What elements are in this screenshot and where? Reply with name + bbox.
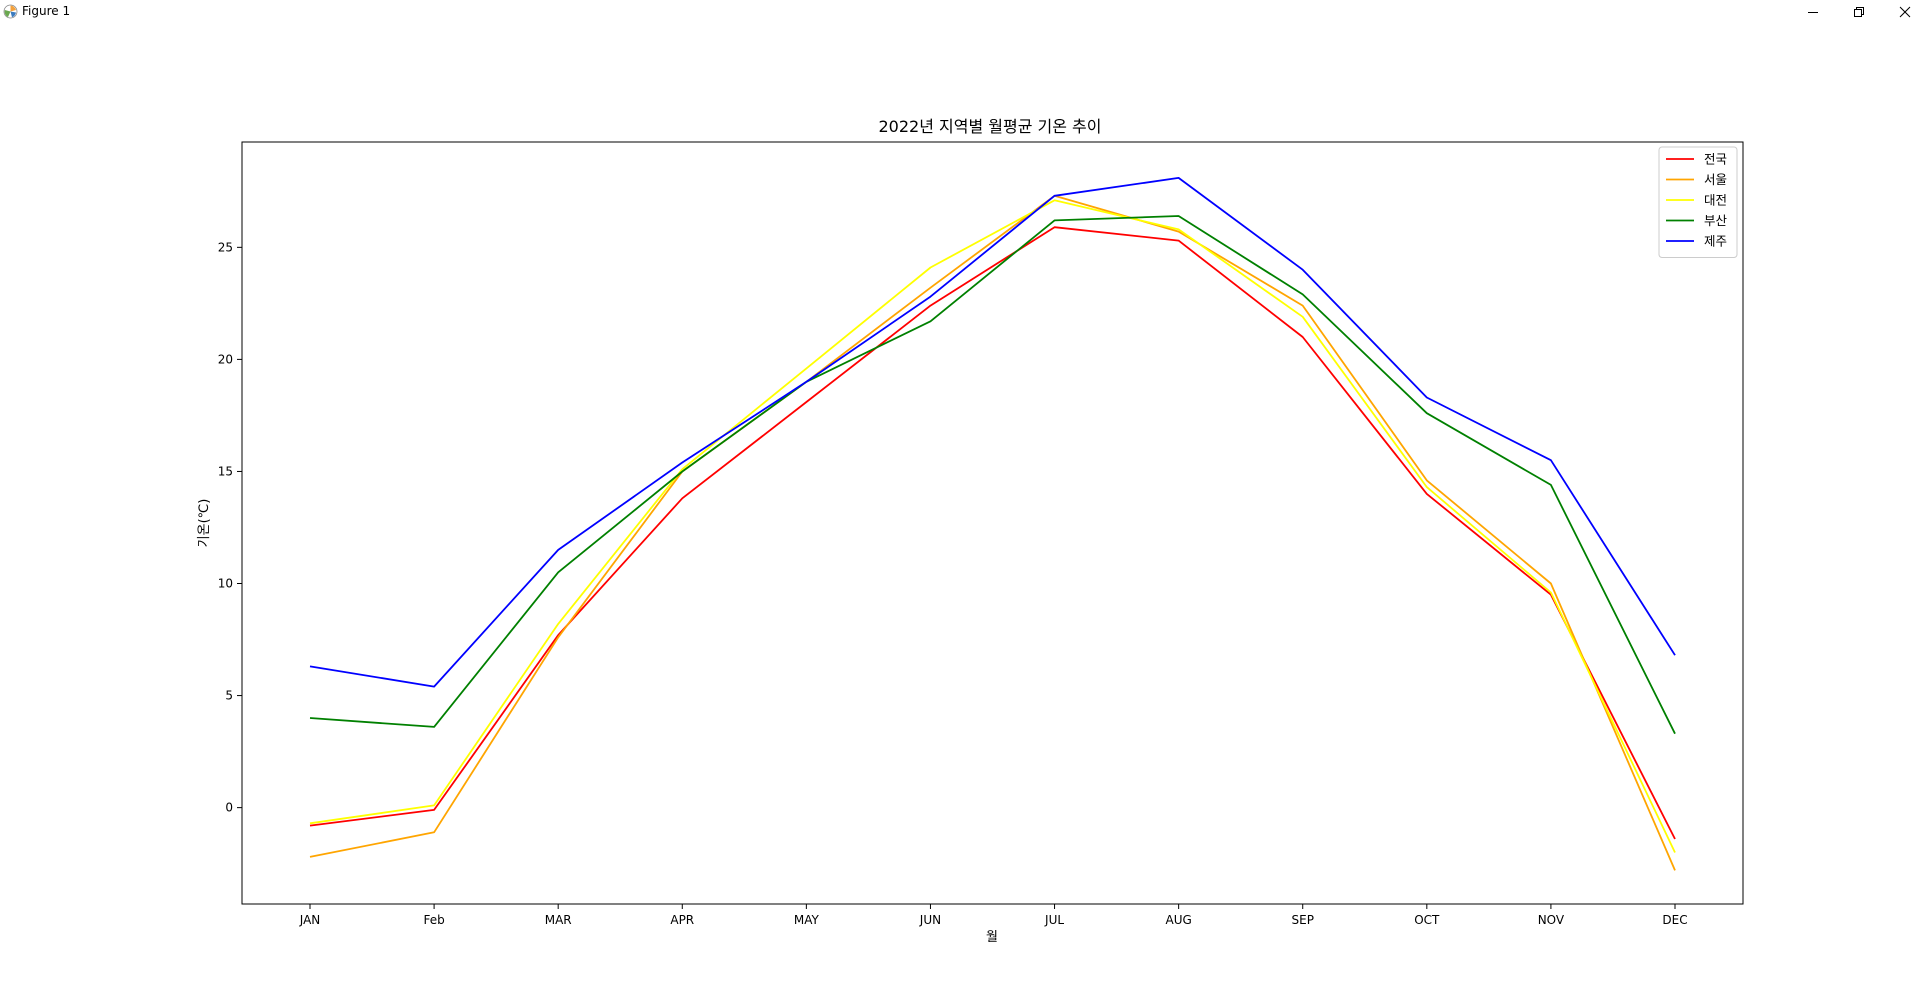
- y-tick-label: 10: [218, 577, 233, 591]
- minimize-icon: [1808, 12, 1818, 13]
- x-tick-label: OCT: [1414, 913, 1440, 927]
- y-tick-label: 20: [218, 352, 233, 366]
- legend-label: 부산: [1704, 213, 1728, 228]
- x-tick-label: APR: [670, 913, 694, 927]
- matplotlib-icon: [3, 4, 18, 19]
- x-axis: JAN Feb MAR APR MAY JUN JUL AUG SEP OCT NOV DEC: [299, 904, 1688, 927]
- legend-label: 전국: [1704, 152, 1727, 167]
- y-tick-label: 25: [218, 240, 233, 254]
- x-tick-label: MAY: [794, 913, 820, 927]
- y-tick-label: 0: [225, 801, 233, 815]
- x-tick-label: MAR: [545, 913, 572, 927]
- x-tick-label: JAN: [299, 913, 321, 927]
- y-tick-label: 5: [225, 689, 233, 703]
- plot-area: [242, 142, 1743, 904]
- x-tick-label: Feb: [423, 913, 444, 927]
- series-line-2: [309, 199, 1676, 853]
- x-tick-label: DEC: [1662, 913, 1687, 927]
- window-titlebar: Figure 1: [0, 0, 1920, 24]
- series-line-1: [309, 194, 1676, 871]
- y-axis: 0 5 10 15 20 25: [218, 240, 242, 815]
- x-axis-label: 월: [986, 930, 998, 945]
- y-tick-label: 15: [218, 464, 233, 478]
- legend-label: 서울: [1704, 172, 1727, 187]
- close-icon: [1899, 6, 1911, 18]
- series-line-4: [309, 176, 1676, 688]
- x-tick-label: JUN: [919, 913, 941, 927]
- restore-icon: [1854, 7, 1864, 17]
- legend-box: [1658, 146, 1738, 258]
- x-tick-label: NOV: [1538, 913, 1565, 927]
- x-tick-label: SEP: [1292, 913, 1314, 927]
- restore-button[interactable]: [1836, 0, 1882, 24]
- y-axis-label: 기온(℃): [197, 499, 212, 548]
- chart-title: 2022년 지역별 월평균 기온 추이: [879, 117, 1102, 136]
- legend-label: 대전: [1704, 193, 1727, 208]
- x-tick-label: JUL: [1044, 913, 1064, 927]
- series-line-0: [309, 226, 1676, 840]
- plot-frame: [241, 141, 1744, 905]
- minimize-button[interactable]: [1790, 0, 1836, 24]
- line-chart: 2022년 지역별 월평균 기온 추이 JAN Feb MAR APR MAY JUN JU…: [197, 117, 1744, 945]
- legend-label: 제주: [1704, 234, 1727, 249]
- window-title: Figure 1: [22, 4, 71, 18]
- close-button[interactable]: [1882, 0, 1920, 24]
- series-layer: [309, 176, 1676, 871]
- x-tick-label: AUG: [1165, 913, 1191, 927]
- series-line-3: [309, 215, 1676, 735]
